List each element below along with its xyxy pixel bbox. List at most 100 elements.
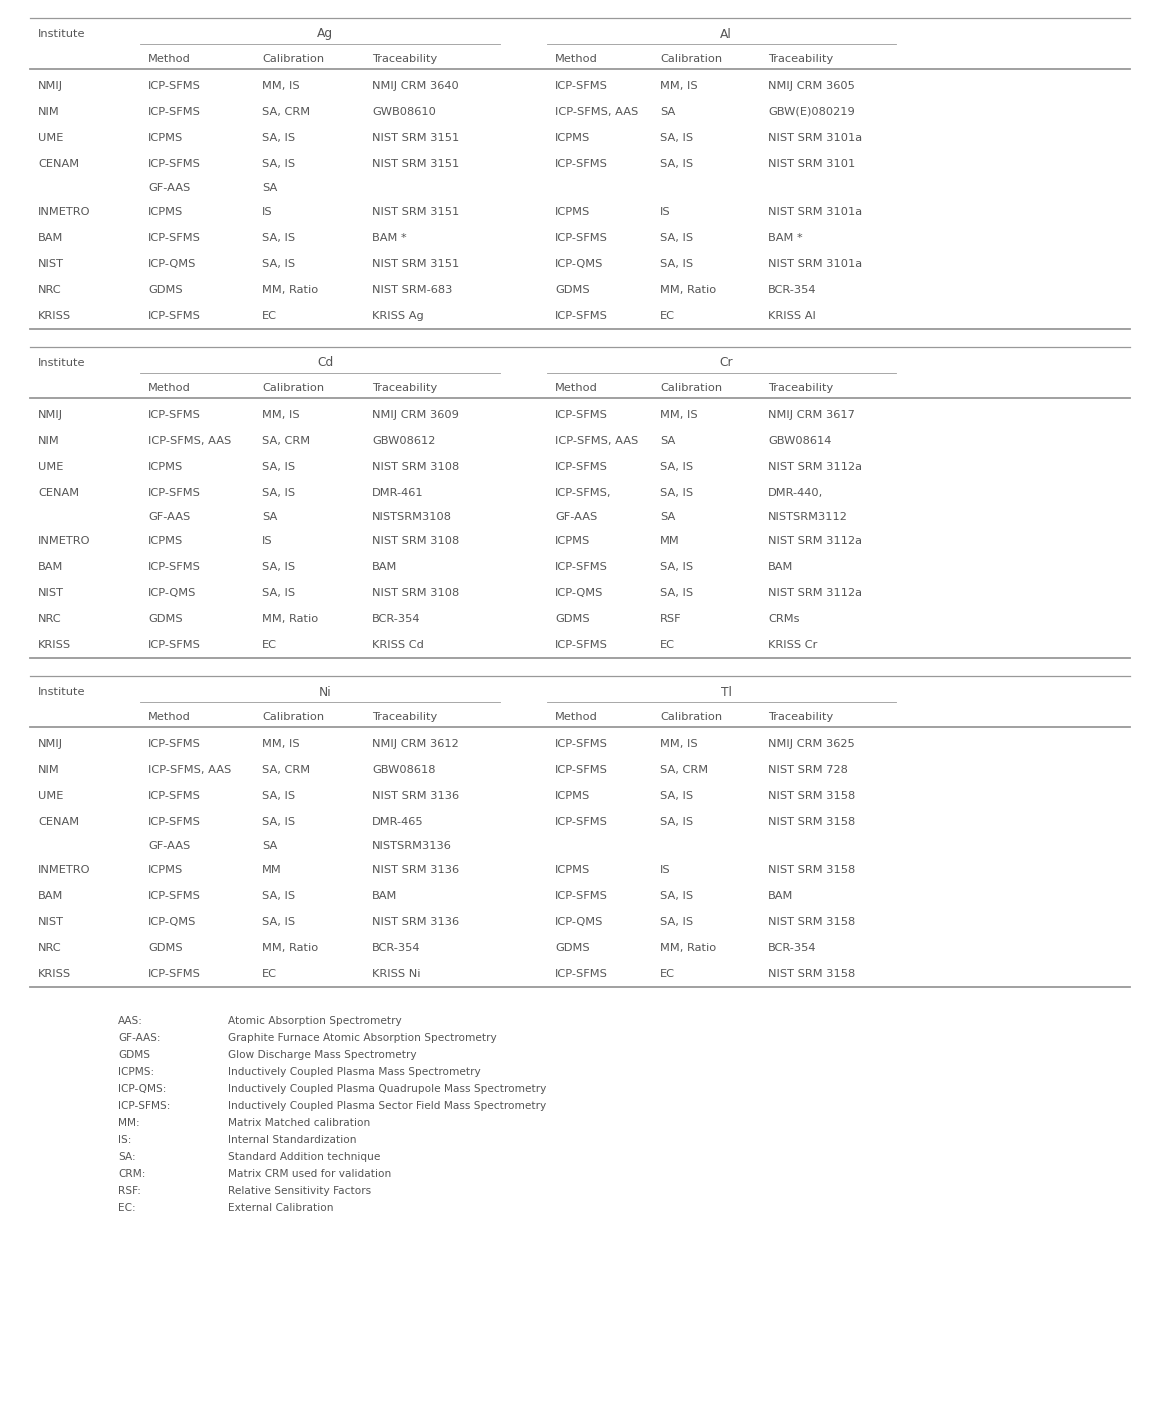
Text: ICP-SFMS: ICP-SFMS: [148, 561, 201, 573]
Text: Method: Method: [148, 54, 191, 64]
Text: ICP-SFMS: ICP-SFMS: [554, 410, 608, 420]
Text: Inductively Coupled Plasma Quadrupole Mass Spectrometry: Inductively Coupled Plasma Quadrupole Ma…: [229, 1085, 546, 1094]
Text: GDMS: GDMS: [148, 614, 182, 624]
Text: AAS:: AAS:: [118, 1017, 143, 1027]
Text: Atomic Absorption Spectrometry: Atomic Absorption Spectrometry: [229, 1017, 401, 1027]
Text: DMR-461: DMR-461: [372, 488, 423, 498]
Text: ICP-SFMS: ICP-SFMS: [554, 462, 608, 472]
Text: ICPMS: ICPMS: [554, 865, 590, 875]
Text: ICP-SFMS: ICP-SFMS: [148, 891, 201, 901]
Text: NMIJ CRM 3609: NMIJ CRM 3609: [372, 410, 459, 420]
Text: MM, IS: MM, IS: [262, 740, 299, 749]
Text: NMIJ CRM 3605: NMIJ CRM 3605: [768, 81, 855, 90]
Text: Calibration: Calibration: [262, 713, 324, 723]
Text: SA, IS: SA, IS: [660, 891, 694, 901]
Text: GBW08618: GBW08618: [372, 765, 435, 775]
Text: GBW(E)080219: GBW(E)080219: [768, 107, 855, 117]
Text: NIST SRM 3136: NIST SRM 3136: [372, 865, 459, 875]
Text: ICP-SFMS: ICP-SFMS: [554, 765, 608, 775]
Text: ICP-SFMS, AAS: ICP-SFMS, AAS: [554, 436, 638, 445]
Text: NIST SRM-683: NIST SRM-683: [372, 286, 452, 296]
Text: SA: SA: [262, 512, 277, 522]
Text: Al: Al: [720, 27, 732, 41]
Text: DMR-440,: DMR-440,: [768, 488, 824, 498]
Text: NMIJ: NMIJ: [38, 81, 63, 90]
Text: ICP-SFMS: ICP-SFMS: [148, 233, 201, 243]
Text: EC: EC: [660, 969, 675, 978]
Text: KRISS: KRISS: [38, 311, 71, 321]
Text: SA, IS: SA, IS: [262, 259, 295, 269]
Text: BAM *: BAM *: [372, 233, 407, 243]
Text: MM, IS: MM, IS: [660, 81, 697, 90]
Text: Method: Method: [554, 713, 597, 723]
Text: BCR-354: BCR-354: [372, 614, 420, 624]
Text: IS: IS: [262, 206, 273, 216]
Text: SA, IS: SA, IS: [262, 488, 295, 498]
Text: ICP-SFMS: ICP-SFMS: [554, 740, 608, 749]
Text: ICPMS: ICPMS: [148, 133, 183, 143]
Text: Traceability: Traceability: [768, 383, 833, 393]
Text: SA, IS: SA, IS: [660, 790, 694, 800]
Text: NRC: NRC: [38, 943, 61, 953]
Text: GWB08610: GWB08610: [372, 107, 436, 117]
Text: GDMS: GDMS: [554, 614, 589, 624]
Text: ICP-SFMS: ICP-SFMS: [148, 969, 201, 978]
Text: ICPMS:: ICPMS:: [118, 1068, 154, 1077]
Text: GF-AAS: GF-AAS: [148, 182, 190, 192]
Text: SA: SA: [660, 436, 675, 445]
Text: Internal Standardization: Internal Standardization: [229, 1135, 356, 1145]
Text: SA, IS: SA, IS: [262, 133, 295, 143]
Text: BAM *: BAM *: [768, 233, 803, 243]
Text: ICP-SFMS: ICP-SFMS: [148, 410, 201, 420]
Text: KRISS Cd: KRISS Cd: [372, 641, 423, 650]
Text: SA, IS: SA, IS: [660, 259, 694, 269]
Text: NMIJ CRM 3617: NMIJ CRM 3617: [768, 410, 855, 420]
Text: SA, IS: SA, IS: [262, 233, 295, 243]
Text: ICPMS: ICPMS: [554, 206, 590, 216]
Text: MM, Ratio: MM, Ratio: [660, 943, 716, 953]
Text: INMETRO: INMETRO: [38, 536, 90, 546]
Text: NMIJ CRM 3612: NMIJ CRM 3612: [372, 740, 458, 749]
Text: ICP-SFMS, AAS: ICP-SFMS, AAS: [148, 436, 231, 445]
Text: Institute: Institute: [38, 687, 86, 697]
Text: Calibration: Calibration: [660, 54, 723, 64]
Text: KRISS: KRISS: [38, 641, 71, 650]
Text: NIST: NIST: [38, 259, 64, 269]
Text: ICP-SFMS: ICP-SFMS: [554, 969, 608, 978]
Text: MM, IS: MM, IS: [660, 740, 697, 749]
Text: ICPMS: ICPMS: [148, 536, 183, 546]
Text: MM, Ratio: MM, Ratio: [660, 286, 716, 296]
Text: SA: SA: [262, 841, 277, 851]
Text: DMR-465: DMR-465: [372, 817, 423, 827]
Text: SA, CRM: SA, CRM: [262, 436, 310, 445]
Text: GF-AAS:: GF-AAS:: [118, 1034, 160, 1044]
Text: UME: UME: [38, 133, 64, 143]
Text: NIST: NIST: [38, 918, 64, 928]
Text: NIST SRM 3151: NIST SRM 3151: [372, 158, 459, 170]
Text: ICPMS: ICPMS: [148, 865, 183, 875]
Text: ICP-SFMS: ICP-SFMS: [554, 561, 608, 573]
Text: Calibration: Calibration: [262, 54, 324, 64]
Text: BAM: BAM: [768, 561, 793, 573]
Text: BCR-354: BCR-354: [768, 286, 817, 296]
Text: CRM:: CRM:: [118, 1169, 145, 1179]
Text: SA, IS: SA, IS: [660, 817, 694, 827]
Text: NMIJ: NMIJ: [38, 410, 63, 420]
Text: MM, IS: MM, IS: [262, 410, 299, 420]
Text: Calibration: Calibration: [660, 383, 723, 393]
Text: SA, IS: SA, IS: [660, 133, 694, 143]
Text: INMETRO: INMETRO: [38, 206, 90, 216]
Text: Tl: Tl: [720, 686, 732, 699]
Text: SA, CRM: SA, CRM: [262, 107, 310, 117]
Text: KRISS Cr: KRISS Cr: [768, 641, 818, 650]
Text: SA, IS: SA, IS: [660, 588, 694, 598]
Text: SA, IS: SA, IS: [262, 790, 295, 800]
Text: NIST SRM 3151: NIST SRM 3151: [372, 133, 459, 143]
Text: Institute: Institute: [38, 358, 86, 368]
Text: NIST: NIST: [38, 588, 64, 598]
Text: NIST SRM 3158: NIST SRM 3158: [768, 918, 855, 928]
Text: MM, Ratio: MM, Ratio: [262, 286, 318, 296]
Text: CENAM: CENAM: [38, 488, 79, 498]
Text: EC: EC: [262, 311, 277, 321]
Text: NMIJ: NMIJ: [38, 740, 63, 749]
